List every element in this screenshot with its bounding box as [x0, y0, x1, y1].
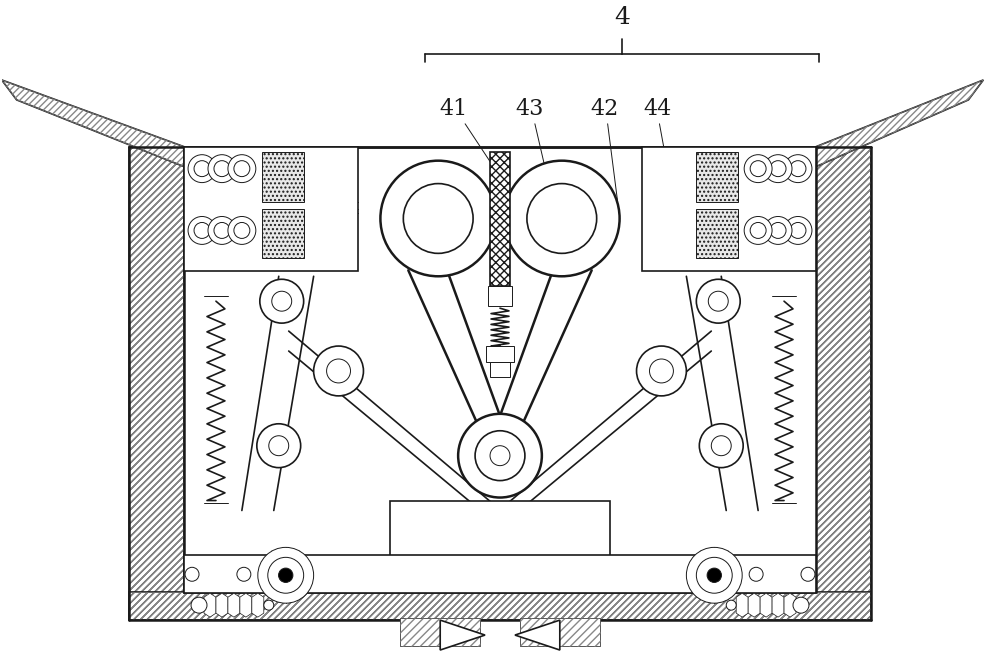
Circle shape — [260, 279, 304, 323]
Bar — [520, 618, 600, 646]
Circle shape — [208, 216, 236, 245]
Circle shape — [527, 184, 597, 253]
Bar — [184, 556, 816, 593]
Circle shape — [696, 558, 732, 593]
Circle shape — [708, 291, 728, 311]
Polygon shape — [490, 152, 510, 286]
Circle shape — [403, 184, 473, 253]
Circle shape — [194, 222, 210, 238]
Polygon shape — [440, 620, 485, 650]
Circle shape — [726, 600, 736, 610]
Bar — [262, 209, 304, 258]
Circle shape — [258, 547, 314, 603]
Polygon shape — [216, 593, 228, 617]
Bar — [184, 147, 816, 592]
Polygon shape — [228, 593, 240, 617]
Text: 41: 41 — [439, 98, 467, 120]
Circle shape — [699, 424, 743, 468]
Circle shape — [208, 155, 236, 182]
Circle shape — [185, 567, 199, 581]
Circle shape — [237, 567, 251, 581]
Bar — [490, 362, 510, 377]
Circle shape — [790, 222, 806, 238]
Circle shape — [744, 216, 772, 245]
Circle shape — [764, 216, 792, 245]
Circle shape — [188, 216, 216, 245]
Text: 43: 43 — [516, 98, 544, 120]
Polygon shape — [784, 593, 796, 617]
Polygon shape — [816, 147, 871, 620]
Text: 42: 42 — [591, 98, 619, 120]
Circle shape — [801, 567, 815, 581]
Polygon shape — [252, 593, 264, 617]
Circle shape — [257, 424, 301, 468]
Circle shape — [272, 291, 292, 311]
Bar — [696, 152, 738, 201]
Bar — [696, 209, 738, 258]
Polygon shape — [2, 80, 184, 167]
Circle shape — [749, 567, 763, 581]
Text: 44: 44 — [643, 98, 672, 120]
Circle shape — [790, 161, 806, 176]
Circle shape — [228, 216, 256, 245]
Polygon shape — [204, 593, 216, 617]
Circle shape — [194, 161, 210, 176]
Circle shape — [214, 161, 230, 176]
Circle shape — [228, 155, 256, 182]
Circle shape — [793, 597, 809, 613]
Circle shape — [649, 359, 673, 383]
Circle shape — [458, 414, 542, 497]
Bar — [486, 346, 514, 362]
Circle shape — [269, 436, 289, 456]
Bar — [642, 147, 816, 272]
Circle shape — [744, 155, 772, 182]
Circle shape — [764, 155, 792, 182]
Circle shape — [380, 161, 496, 276]
Circle shape — [686, 547, 742, 603]
Circle shape — [770, 161, 786, 176]
Circle shape — [696, 279, 740, 323]
Polygon shape — [129, 592, 871, 620]
Circle shape — [268, 558, 304, 593]
Polygon shape — [129, 147, 184, 620]
Bar — [488, 286, 512, 306]
Circle shape — [264, 600, 274, 610]
Circle shape — [784, 155, 812, 182]
Circle shape — [214, 222, 230, 238]
Circle shape — [314, 346, 363, 396]
Polygon shape — [748, 593, 760, 617]
Polygon shape — [816, 80, 983, 167]
Circle shape — [475, 431, 525, 481]
Circle shape — [504, 161, 620, 276]
Circle shape — [279, 568, 293, 583]
Circle shape — [711, 436, 731, 456]
Bar — [400, 618, 480, 646]
Bar — [184, 147, 358, 272]
Polygon shape — [772, 593, 784, 617]
Text: 4: 4 — [614, 6, 630, 29]
Bar — [390, 501, 610, 575]
Circle shape — [490, 445, 510, 466]
Circle shape — [234, 161, 250, 176]
Circle shape — [750, 222, 766, 238]
Circle shape — [707, 568, 721, 583]
Polygon shape — [736, 593, 748, 617]
Polygon shape — [760, 593, 772, 617]
Circle shape — [327, 359, 351, 383]
Circle shape — [234, 222, 250, 238]
Circle shape — [191, 597, 207, 613]
Circle shape — [637, 346, 686, 396]
Polygon shape — [240, 593, 252, 617]
Circle shape — [188, 155, 216, 182]
Circle shape — [770, 222, 786, 238]
Polygon shape — [515, 620, 560, 650]
Circle shape — [750, 161, 766, 176]
Circle shape — [784, 216, 812, 245]
Bar — [262, 152, 304, 201]
